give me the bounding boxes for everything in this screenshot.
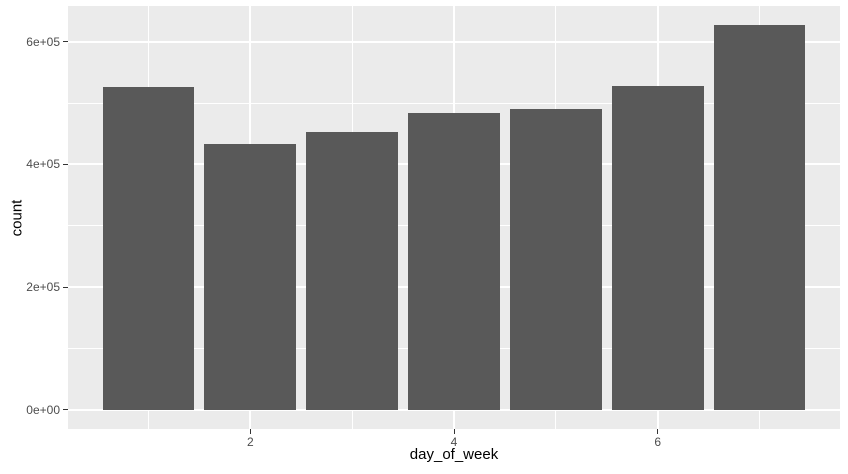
y-tick-label: 6e+05 bbox=[26, 34, 60, 49]
y-axis-title: count bbox=[8, 199, 26, 236]
bar-day-2 bbox=[204, 143, 297, 410]
plot-panel bbox=[68, 6, 840, 429]
y-tick-mark bbox=[63, 286, 68, 288]
x-axis-title: day_of_week bbox=[409, 446, 499, 463]
y-tick-mark bbox=[63, 163, 68, 165]
x-tick-label: 4 bbox=[450, 435, 458, 449]
x-tick-mark bbox=[249, 429, 251, 434]
x-tick-label: 6 bbox=[654, 435, 662, 449]
x-tick-mark bbox=[657, 429, 659, 434]
bar-day-5 bbox=[510, 108, 602, 410]
y-tick-mark bbox=[63, 41, 68, 43]
x-tick-mark bbox=[453, 429, 455, 434]
bar-day-6 bbox=[611, 85, 704, 410]
y-tick-label: 0e+00 bbox=[26, 402, 60, 417]
bar-day-3 bbox=[306, 131, 398, 410]
y-tick-label: 2e+05 bbox=[26, 280, 60, 295]
y-tick-mark bbox=[63, 409, 68, 411]
x-tick-label: 2 bbox=[246, 435, 254, 449]
bar-day-7 bbox=[713, 24, 806, 410]
bar-day-1 bbox=[102, 86, 195, 410]
bar-day-4 bbox=[408, 112, 500, 410]
y-tick-label: 4e+05 bbox=[26, 157, 60, 172]
